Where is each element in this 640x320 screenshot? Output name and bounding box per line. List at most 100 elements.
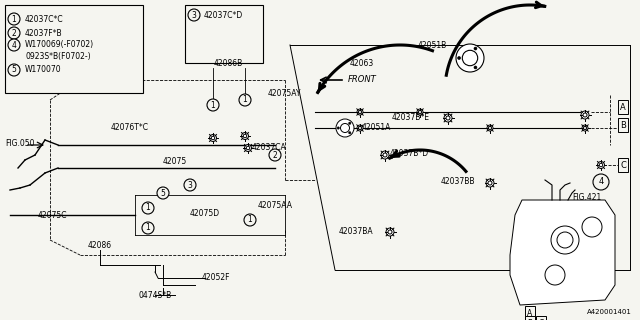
Circle shape [488, 181, 492, 185]
Text: FRONT: FRONT [348, 76, 377, 84]
Circle shape [8, 13, 20, 25]
Circle shape [593, 174, 609, 190]
Text: 1: 1 [211, 100, 216, 109]
Circle shape [582, 217, 602, 237]
Text: 3: 3 [191, 11, 196, 20]
Text: 0474S*B: 0474S*B [138, 291, 172, 300]
Polygon shape [510, 200, 615, 305]
Circle shape [381, 151, 389, 159]
Circle shape [269, 149, 281, 161]
Circle shape [458, 57, 461, 60]
Circle shape [462, 50, 477, 66]
Circle shape [244, 145, 252, 151]
Text: 3: 3 [188, 180, 193, 189]
Circle shape [557, 232, 573, 248]
Text: 42037B*D: 42037B*D [390, 148, 429, 157]
Circle shape [582, 125, 588, 131]
Circle shape [474, 66, 477, 69]
Text: W170070: W170070 [25, 66, 61, 75]
Text: 42051B: 42051B [417, 41, 447, 50]
Circle shape [444, 114, 452, 122]
Text: 42076T*C: 42076T*C [111, 124, 149, 132]
Circle shape [188, 9, 200, 21]
Circle shape [456, 44, 484, 72]
Text: 1: 1 [243, 95, 248, 105]
Text: 5: 5 [161, 188, 165, 197]
Text: 42037B*E: 42037B*E [392, 114, 430, 123]
Circle shape [417, 109, 423, 115]
Circle shape [239, 94, 251, 106]
Circle shape [474, 47, 477, 50]
Circle shape [358, 110, 362, 114]
Text: A: A [620, 102, 626, 111]
Circle shape [241, 132, 248, 140]
Text: FIG.050: FIG.050 [5, 139, 35, 148]
Circle shape [142, 222, 154, 234]
Circle shape [487, 125, 493, 131]
Circle shape [349, 122, 351, 124]
Text: 42037F*B: 42037F*B [25, 28, 63, 37]
Text: B: B [620, 121, 626, 130]
Text: C: C [620, 161, 626, 170]
Circle shape [340, 124, 349, 132]
Text: B: B [527, 318, 532, 320]
Bar [185, 5, 263, 63]
Text: 42075C: 42075C [37, 211, 67, 220]
Circle shape [545, 265, 565, 285]
Circle shape [207, 99, 219, 111]
Circle shape [184, 179, 196, 191]
Text: 42086B: 42086B [213, 59, 243, 68]
Text: A: A [527, 308, 532, 317]
Text: 42037CA: 42037CA [252, 143, 287, 153]
Circle shape [337, 127, 339, 129]
Text: 42075D: 42075D [190, 209, 220, 218]
Text: 4: 4 [598, 178, 604, 187]
Text: 2: 2 [273, 150, 277, 159]
Bar [5, 5, 143, 93]
Text: 42037C*C: 42037C*C [25, 14, 63, 23]
Circle shape [357, 125, 363, 131]
Circle shape [357, 109, 363, 115]
Circle shape [349, 132, 351, 134]
Circle shape [488, 126, 492, 130]
Circle shape [446, 116, 450, 120]
Text: 42075AY: 42075AY [268, 89, 301, 98]
Circle shape [209, 134, 216, 141]
Text: 42037C*D: 42037C*D [204, 11, 243, 20]
Circle shape [246, 146, 250, 150]
Circle shape [336, 119, 354, 137]
Circle shape [244, 214, 256, 226]
Text: 4: 4 [12, 41, 17, 50]
Text: 1: 1 [146, 204, 150, 212]
Text: 42051A: 42051A [362, 124, 392, 132]
Text: 1: 1 [12, 14, 17, 23]
Circle shape [419, 110, 422, 114]
Text: A420001401: A420001401 [587, 309, 632, 315]
Circle shape [383, 153, 387, 157]
Text: 42037BA: 42037BA [339, 228, 373, 236]
Circle shape [358, 126, 362, 130]
Text: 42075: 42075 [163, 157, 187, 166]
Circle shape [598, 162, 605, 169]
Text: 1: 1 [146, 223, 150, 233]
Text: 42052F: 42052F [202, 274, 230, 283]
Circle shape [388, 230, 392, 234]
Circle shape [157, 187, 169, 199]
Circle shape [584, 126, 586, 130]
Circle shape [8, 27, 20, 39]
Circle shape [211, 136, 215, 140]
Text: 42075AA: 42075AA [258, 201, 293, 210]
Circle shape [486, 179, 494, 187]
Circle shape [583, 113, 587, 117]
Text: 42037BB: 42037BB [440, 177, 475, 186]
Circle shape [551, 226, 579, 254]
Circle shape [142, 202, 154, 214]
Text: FIG.421: FIG.421 [572, 194, 601, 203]
Text: 2: 2 [12, 28, 17, 37]
Text: 42063: 42063 [350, 59, 374, 68]
Circle shape [581, 111, 589, 119]
Text: 0923S*B(F0702-): 0923S*B(F0702-) [25, 52, 91, 60]
Circle shape [599, 163, 603, 167]
Circle shape [8, 39, 20, 51]
Text: W170069(-F0702): W170069(-F0702) [25, 41, 94, 50]
